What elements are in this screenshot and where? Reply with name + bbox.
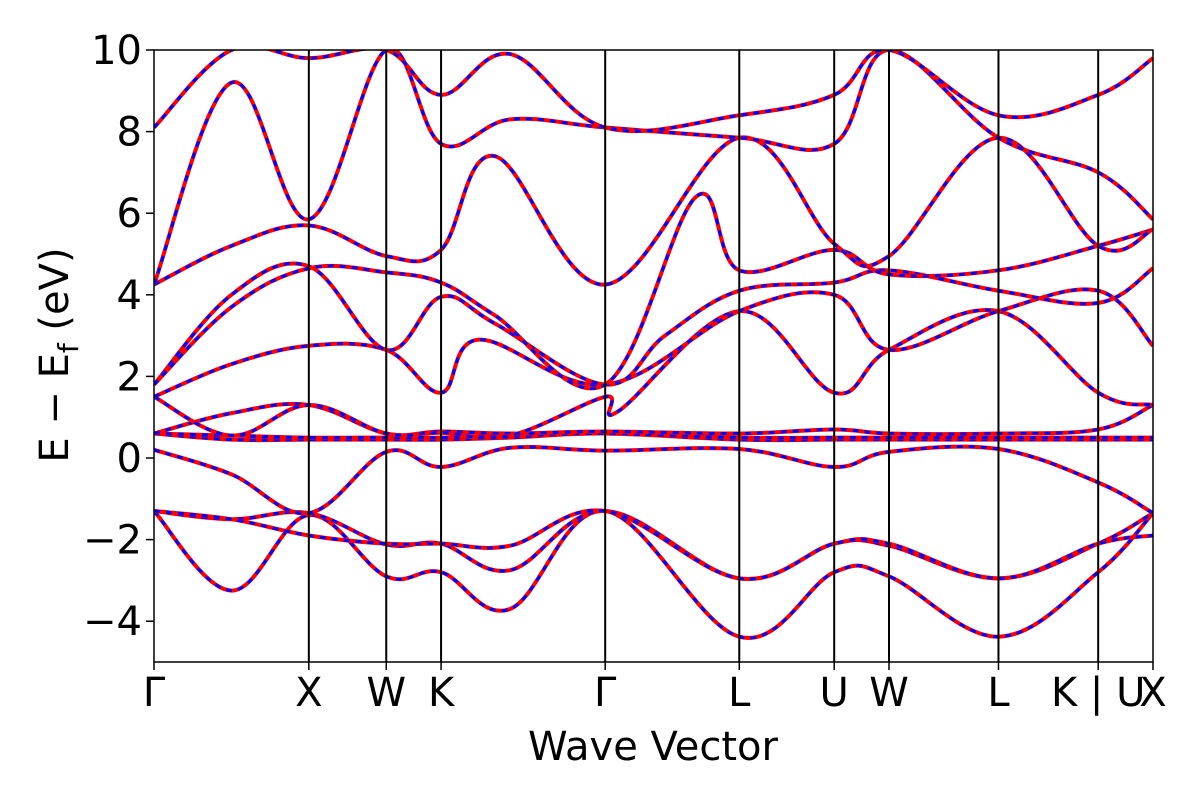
x-axis-label: Wave Vector	[528, 724, 779, 770]
y-axis-ticks: −4 −2 0 2 4 6 8 10	[83, 28, 154, 645]
y-axis-label: E − Ef (eV)	[32, 247, 85, 462]
plot-frame	[153, 49, 1154, 663]
y-tick-label-4: 4	[117, 273, 142, 319]
y-tick-label-3: 2	[117, 354, 142, 400]
y-tick-label-1: −2	[83, 518, 142, 564]
x-tick-label-5: L	[728, 670, 751, 716]
band-7-line-a	[154, 401, 1153, 438]
y-tick-label-2: 0	[117, 436, 142, 482]
x-tick-label-7: W	[869, 670, 909, 716]
band-8-line-a	[154, 307, 1153, 440]
band-12-line-a	[154, 135, 1153, 287]
x-tick-label-1: X	[295, 670, 322, 716]
y-axis-label-main: E − E	[32, 353, 78, 463]
y-tick-label-7: 10	[91, 28, 142, 74]
band-13-line-a	[154, 50, 1153, 286]
band-13-line-b	[154, 50, 1153, 286]
band-2-line-b	[154, 509, 1153, 581]
band-4-line-a	[154, 444, 1153, 516]
x-tick-label-2: W	[366, 670, 406, 716]
x-tick-label-4: Γ	[594, 670, 617, 716]
band-9-line-a	[154, 287, 1153, 399]
x-tick-label-10: X	[1139, 670, 1166, 716]
band-14-line-b	[154, 50, 1153, 133]
band-2-line-a	[154, 509, 1153, 582]
x-tick-label-9: K | U	[1051, 670, 1145, 716]
band-3-line-a	[154, 508, 1153, 582]
band-11-line-b	[154, 192, 1153, 390]
band-4-line-b	[154, 445, 1153, 515]
band-12-line-b	[154, 136, 1153, 287]
band-lines	[154, 50, 1153, 640]
x-tick-label-3: K	[428, 670, 456, 716]
band-8-line-b	[154, 308, 1153, 440]
y-tick-label-0: −4	[83, 599, 142, 645]
x-tick-label-0: Γ	[143, 670, 166, 716]
x-tick-label-6: U	[820, 670, 849, 716]
y-axis-label-unit: (eV)	[32, 247, 78, 343]
kpoint-lines	[307, 50, 1100, 662]
y-axis-label-sub: f	[52, 342, 85, 353]
band-3-line-b	[154, 508, 1153, 581]
y-tick-label-6: 8	[117, 110, 142, 156]
x-tick-label-8: L	[987, 670, 1010, 716]
y-tick-label-5: 6	[117, 191, 142, 237]
band-9-line-b	[154, 287, 1153, 399]
band-10-line-b	[154, 261, 1153, 387]
